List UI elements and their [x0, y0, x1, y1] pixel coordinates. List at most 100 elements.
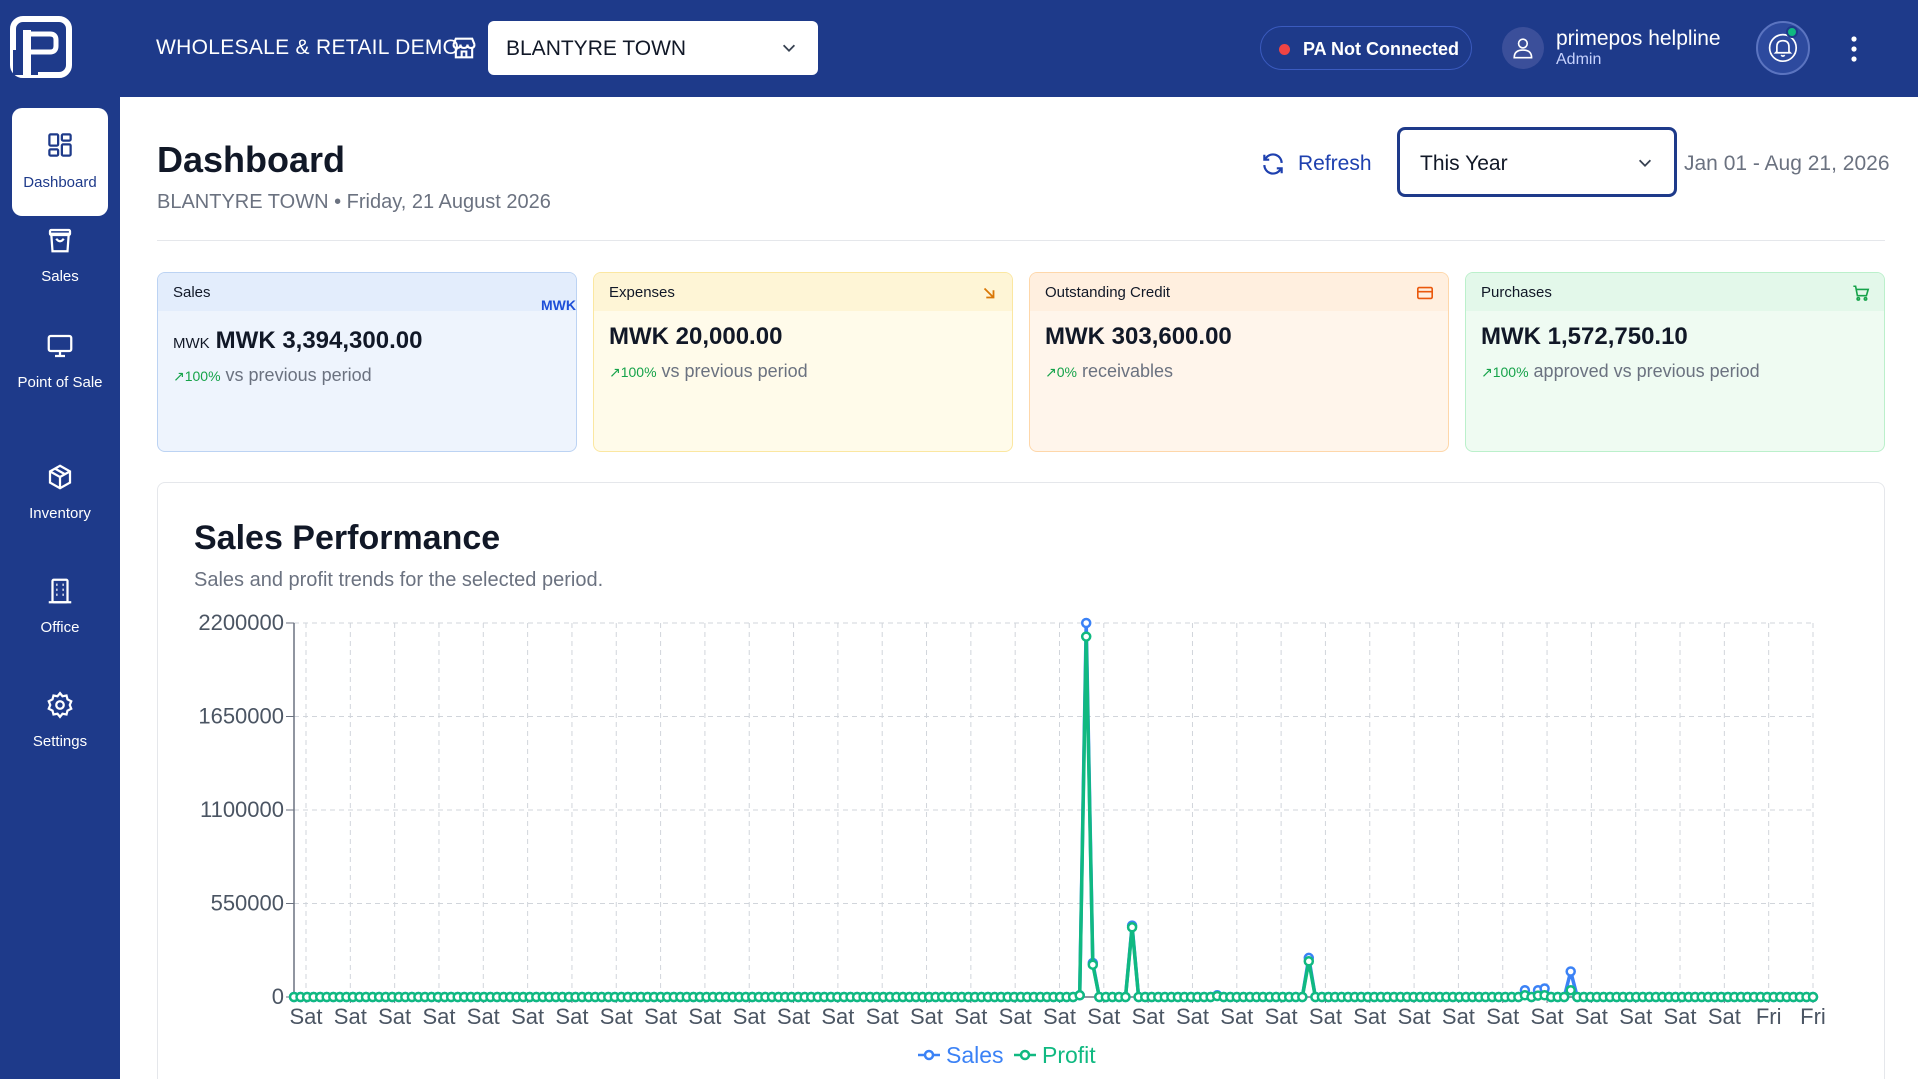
sidebar-item-label: Inventory	[29, 505, 91, 522]
card-amount: MWK 20,000.00	[609, 323, 783, 350]
x-tick-label: Sat	[1486, 1004, 1519, 1029]
x-tick-label: Sat	[910, 1004, 943, 1029]
card-header	[1466, 273, 1884, 311]
user-name[interactable]: primepos helpline	[1556, 27, 1721, 50]
pa-status-text: PA Not Connected	[1303, 39, 1459, 59]
user-avatar[interactable]	[1502, 27, 1544, 69]
sidebar-item-point-of-sale[interactable]: Point of Sale	[12, 331, 108, 439]
legend-marker	[1019, 1049, 1031, 1061]
x-tick-label: Sat	[866, 1004, 899, 1029]
more-options-icon[interactable]	[1846, 34, 1862, 64]
x-tick-label: Sat	[1087, 1004, 1120, 1029]
delta-percent: 100%	[620, 364, 657, 380]
delta-note: approved vs previous period	[1528, 361, 1760, 381]
x-tick-label: Sat	[1619, 1004, 1652, 1029]
card-amount: MWK MWK 3,394,300.00	[173, 327, 422, 355]
sidebar: Dashboard Sales Point of Sale Inventory …	[0, 97, 120, 1079]
x-tick-label: Sat	[1265, 1004, 1298, 1029]
sidebar-item-label: Dashboard	[23, 174, 97, 191]
bag-icon	[48, 228, 72, 253]
data-point-profit	[1558, 991, 1570, 1003]
card-header	[158, 273, 576, 311]
delta-note: receivables	[1076, 361, 1174, 381]
sales-card[interactable]: Sales MWK MWK MWK 3,394,300.00 ↗100% vs p…	[157, 272, 577, 452]
data-point-profit	[1120, 991, 1131, 1003]
header-divider	[157, 240, 1885, 241]
card-label: Expenses	[609, 284, 675, 301]
period-select-value: This Year	[1420, 152, 1508, 175]
data-point-sales	[1565, 966, 1576, 977]
trend-up-icon: ↗	[609, 364, 621, 380]
card-amount: MWK 1,572,750.10	[1481, 323, 1688, 350]
sales-performance-card: Sales Performance Sales and profit trend…	[157, 482, 1885, 1079]
x-tick-label: Sat	[1398, 1004, 1431, 1029]
sidebar-item-sales[interactable]: Sales	[12, 225, 108, 333]
data-point-profit	[1303, 956, 1315, 967]
building-icon	[48, 578, 72, 604]
x-tick-label: Sat	[511, 1004, 544, 1029]
x-tick-label: Fri	[1756, 1004, 1782, 1029]
branch-select[interactable]: BLANTYRE TOWN	[488, 21, 818, 75]
status-dot	[1279, 44, 1290, 55]
delta-percent: 100%	[1492, 364, 1529, 380]
x-tick-label: Sat	[334, 1004, 367, 1029]
sidebar-item-office[interactable]: Office	[12, 576, 108, 684]
sidebar-item-settings[interactable]: Settings	[12, 690, 108, 798]
sidebar-item-label: Office	[40, 619, 80, 636]
card-label: Outstanding Credit	[1045, 284, 1171, 301]
chevron-down-icon	[782, 44, 796, 52]
refresh-label: Refresh	[1298, 152, 1372, 175]
x-tick-label: Sat	[1442, 1004, 1475, 1029]
user-role: Admin	[1556, 51, 1602, 68]
legend-label: Sales	[946, 1042, 1004, 1068]
card-label: Sales	[173, 284, 211, 301]
amount-value: MWK 3,394,300.00	[215, 327, 423, 354]
card-header	[1030, 273, 1448, 311]
bell-icon	[1768, 33, 1798, 63]
main-content: Dashboard BLANTYRE TOWN • Friday, 21 Aug…	[120, 97, 1918, 1079]
notifications-button[interactable]	[1756, 21, 1810, 75]
period-select[interactable]: This Year	[1397, 127, 1677, 197]
card-delta: ↗100% approved vs previous period	[1481, 361, 1760, 382]
card-label: Purchases	[1481, 284, 1552, 301]
trend-up-icon: ↗	[1481, 364, 1493, 380]
delta-note: vs previous period	[220, 365, 372, 385]
x-tick-label: Sat	[777, 1004, 810, 1029]
grid-icon	[48, 133, 72, 157]
app-logo[interactable]	[10, 16, 72, 78]
delta-percent: 0%	[1056, 364, 1077, 380]
x-tick-label: Sat	[999, 1004, 1032, 1029]
currency-prefix: MWK	[173, 335, 210, 352]
x-tick-label: Sat	[1309, 1004, 1342, 1029]
sidebar-item-inventory[interactable]: Inventory	[12, 462, 108, 570]
box-icon	[48, 464, 72, 490]
x-tick-label: Fri	[1800, 1004, 1826, 1029]
chart-title: Sales Performance	[194, 519, 501, 557]
data-point-profit	[1565, 984, 1576, 996]
x-tick-label: Sat	[289, 1004, 322, 1029]
series-line-profit	[294, 634, 1813, 999]
legend-label: Profit	[1042, 1042, 1096, 1068]
user-icon	[1513, 38, 1533, 59]
x-tick-label: Sat	[688, 1004, 721, 1029]
data-point-profit	[1126, 922, 1138, 933]
x-tick-label: Sat	[1708, 1004, 1741, 1029]
outstanding-credit-card[interactable]: Outstanding Credit MWK 303,600.00 ↗0% re…	[1029, 272, 1449, 452]
x-tick-label: Sat	[467, 1004, 500, 1029]
x-tick-label: Sat	[1176, 1004, 1209, 1029]
x-tick-label: Sat	[1575, 1004, 1608, 1029]
x-tick-label: Sat	[1353, 1004, 1386, 1029]
x-tick-label: Sat	[1132, 1004, 1165, 1029]
pa-status-badge[interactable]: PA Not Connected	[1260, 26, 1472, 70]
y-tick-label: 2200000	[198, 610, 284, 635]
expenses-card[interactable]: Expenses MWK 20,000.00 ↗100% vs previous…	[593, 272, 1013, 452]
purchases-card[interactable]: Purchases MWK 1,572,750.10 ↗100% approve…	[1465, 272, 1885, 452]
y-tick-label: 1650000	[198, 704, 284, 729]
chart-subtitle: Sales and profit trends for the selected…	[194, 569, 604, 591]
x-tick-label: Sat	[1531, 1004, 1564, 1029]
sidebar-item-dashboard[interactable]: Dashboard	[12, 108, 108, 216]
top-bar: WHOLESALE & RETAIL DEMO BLANTYRE TOWN PA…	[0, 0, 1918, 97]
card-delta: ↗0% receivables	[1045, 361, 1173, 382]
x-tick-label: Sat	[555, 1004, 588, 1029]
x-tick-label: Sat	[1043, 1004, 1076, 1029]
